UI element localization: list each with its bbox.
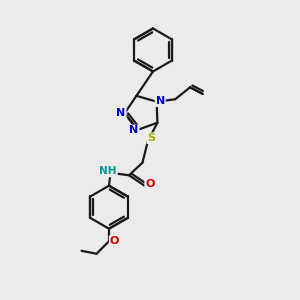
Text: S: S bbox=[147, 133, 155, 143]
Text: NH: NH bbox=[99, 167, 117, 176]
Text: N: N bbox=[116, 108, 126, 118]
Text: N: N bbox=[156, 96, 165, 106]
Text: O: O bbox=[110, 236, 119, 246]
Text: N: N bbox=[129, 125, 139, 136]
Text: O: O bbox=[145, 179, 154, 189]
